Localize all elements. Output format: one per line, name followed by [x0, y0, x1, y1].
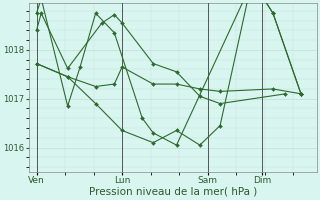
X-axis label: Pression niveau de la mer( hPa ): Pression niveau de la mer( hPa )	[89, 187, 257, 197]
